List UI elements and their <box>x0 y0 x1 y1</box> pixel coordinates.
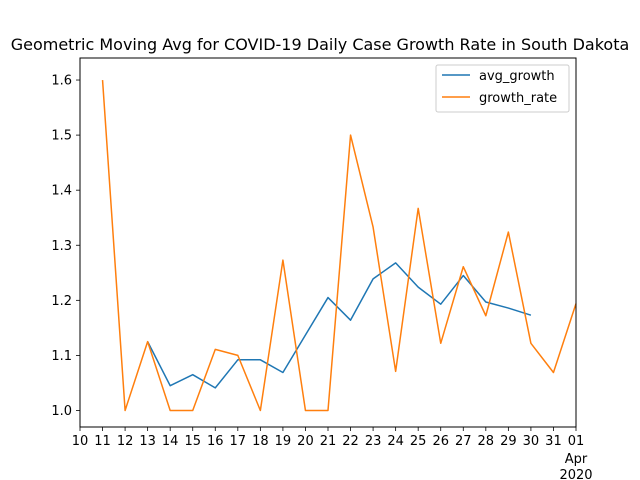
x-tick-label: 22 <box>342 434 359 449</box>
legend-label-avg-growth: avg_growth <box>479 69 555 84</box>
series-layer <box>101 79 577 412</box>
y-tick-label: 1.5 <box>51 129 72 144</box>
legend-label-growth-rate: growth_rate <box>479 91 557 106</box>
x-tick-label: 21 <box>320 434 337 449</box>
x-tick-label: 15 <box>184 434 201 449</box>
x-tick-label: 31 <box>545 434 562 449</box>
legend: avg_growth growth_rate <box>435 64 570 113</box>
series-line-avg-growth <box>146 262 532 389</box>
y-axis: 1.0 1.1 1.2 1.3 1.4 1.5 1.6 <box>51 74 80 419</box>
chart-title: Geometric Moving Avg for COVID-19 Daily … <box>11 35 630 54</box>
y-tick-label: 1.3 <box>51 239 72 254</box>
x-tick-label: 18 <box>252 434 269 449</box>
y-tick-label: 1.6 <box>51 74 72 89</box>
x-tick-sublabel: Apr <box>565 452 588 467</box>
x-tick-label: 29 <box>500 434 517 449</box>
x-tick-label: 25 <box>410 434 427 449</box>
x-tick-sublabel: 2020 <box>559 468 592 480</box>
y-tick-label: 1.2 <box>51 294 72 309</box>
x-tick-label: 26 <box>432 434 449 449</box>
legend-box <box>435 64 570 113</box>
x-tick-label: 12 <box>117 434 134 449</box>
x-tick-label: 10 <box>72 434 89 449</box>
x-tick-label: 16 <box>207 434 224 449</box>
x-tick-label: 27 <box>455 434 472 449</box>
x-tick-label: 24 <box>387 434 404 449</box>
x-tick-label: 23 <box>365 434 382 449</box>
x-tick-label: 13 <box>139 434 156 449</box>
x-axis: 10 11 12 13 14 15 16 17 18 19 20 21 22 23 24 25 26 27 28 29… <box>72 427 593 480</box>
y-tick-label: 1.4 <box>51 184 72 199</box>
x-tick-label: 30 <box>523 434 540 449</box>
x-tick-label: 28 <box>478 434 495 449</box>
x-tick-label: 17 <box>230 434 247 449</box>
plot-frame <box>79 57 577 428</box>
y-tick-label: 1.0 <box>51 404 72 419</box>
x-tick-label: 01 <box>568 434 585 449</box>
x-tick-label: 19 <box>275 434 292 449</box>
x-tick-label: 14 <box>162 434 179 449</box>
x-tick-label: 11 <box>94 434 111 449</box>
x-tick-label: 20 <box>297 434 314 449</box>
y-tick-label: 1.1 <box>51 349 72 364</box>
series-line-growth-rate <box>101 79 577 412</box>
